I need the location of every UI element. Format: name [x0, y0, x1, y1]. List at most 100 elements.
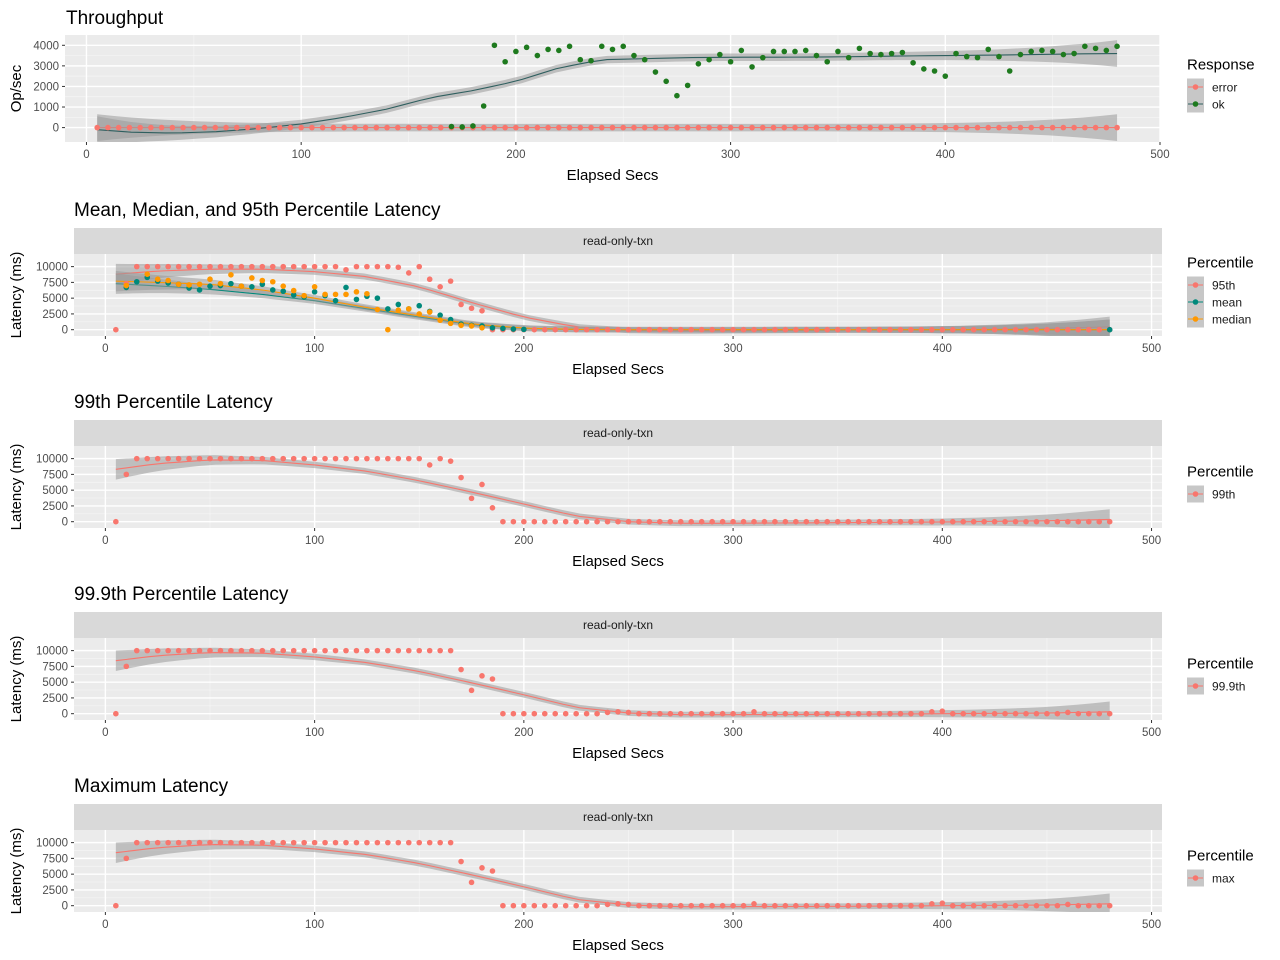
- data-point-error: [169, 124, 176, 131]
- data-point-99.9th: [604, 709, 611, 716]
- data-point-median: [186, 282, 192, 288]
- data-point-error: [931, 124, 938, 131]
- data-point-max: [364, 839, 370, 846]
- data-point-99.9th: [332, 647, 339, 654]
- data-point-error: [1092, 124, 1099, 131]
- data-point-ok: [717, 51, 723, 58]
- data-point-error: [738, 124, 745, 131]
- data-point-95th: [1002, 326, 1008, 333]
- data-point-99.9th: [385, 647, 391, 654]
- data-point-99th: [144, 455, 151, 462]
- legend-key-point: [1192, 491, 1199, 497]
- data-point-99th: [604, 518, 611, 525]
- x-tick-label: 0: [83, 149, 89, 161]
- data-point-95th: [416, 263, 423, 270]
- data-point-max: [196, 839, 203, 846]
- data-point-max: [1054, 902, 1061, 909]
- data-point-99.9th: [154, 647, 161, 654]
- data-point-ok: [856, 45, 863, 52]
- data-point-error: [309, 124, 315, 131]
- data-point-ok: [942, 73, 949, 79]
- data-point-max: [782, 902, 789, 909]
- data-point-ok: [835, 48, 841, 55]
- data-point-99th: [154, 455, 161, 462]
- data-point-95th: [615, 326, 621, 333]
- data-point-99th: [772, 518, 778, 525]
- data-point-error: [674, 124, 680, 131]
- data-point-median: [332, 291, 339, 298]
- data-point-mean: [374, 295, 381, 301]
- data-point-max: [615, 901, 621, 907]
- data-point-99th: [887, 518, 893, 525]
- data-point-99th: [500, 518, 506, 525]
- data-point-median: [405, 306, 412, 312]
- data-point-ok: [1017, 51, 1024, 58]
- data-point-95th: [343, 266, 349, 273]
- data-point-95th: [405, 270, 412, 276]
- data-point-99th: [249, 455, 255, 462]
- x-tick-label: 100: [305, 919, 324, 931]
- data-point-error: [910, 124, 916, 131]
- data-point-95th: [322, 263, 328, 270]
- data-point-95th: [447, 278, 454, 284]
- data-point-ok: [1103, 47, 1110, 54]
- data-point-max: [458, 858, 464, 865]
- data-point-max: [385, 839, 391, 846]
- data-point-99th: [133, 455, 140, 462]
- data-point-99th: [793, 518, 799, 525]
- data-point-99th: [165, 455, 171, 462]
- data-point-max: [468, 879, 475, 886]
- data-point-error: [684, 124, 691, 131]
- data-point-99.9th: [364, 647, 370, 654]
- data-point-99.9th: [897, 710, 904, 717]
- data-point-max: [876, 902, 883, 909]
- data-point-99.9th: [1106, 710, 1113, 717]
- data-point-99.9th: [594, 710, 600, 717]
- data-point-95th: [897, 326, 904, 333]
- data-point-95th: [824, 326, 831, 333]
- legend-label: 95th: [1212, 279, 1235, 293]
- legend-title: Percentile: [1187, 464, 1254, 481]
- data-point-99.9th: [416, 647, 423, 654]
- data-point-median: [175, 281, 182, 288]
- data-point-95th: [688, 326, 695, 333]
- data-point-mean: [133, 278, 140, 285]
- data-point-99.9th: [259, 647, 266, 654]
- data-point-99th: [929, 518, 935, 525]
- data-point-99.9th: [1065, 709, 1071, 716]
- data-point-max: [698, 902, 705, 909]
- data-point-max: [667, 902, 674, 909]
- data-point-95th: [667, 326, 674, 333]
- y-tick-label: 2000: [33, 81, 59, 93]
- chart-panel-1: Mean, Median, and 95th Percentile Latenc…: [8, 200, 1254, 378]
- smooth-line-99.9th: [115, 652, 1110, 716]
- data-point-95th: [228, 263, 234, 270]
- data-point-error: [1039, 124, 1045, 131]
- data-point-95th: [217, 263, 224, 270]
- data-point-ok: [1114, 43, 1120, 50]
- data-point-ok: [845, 54, 852, 61]
- data-point-max: [123, 855, 130, 862]
- x-tick-label: 300: [723, 919, 742, 931]
- y-tick-label: 0: [62, 325, 68, 337]
- chart-title: Mean, Median, and 95th Percentile Latenc…: [74, 200, 441, 221]
- data-point-95th: [960, 326, 967, 333]
- data-point-error: [223, 124, 229, 131]
- data-point-99.9th: [510, 710, 517, 717]
- data-point-max: [332, 839, 339, 846]
- data-point-95th: [175, 263, 182, 270]
- x-tick-label: 100: [305, 535, 324, 547]
- data-point-median: [479, 325, 485, 331]
- data-point-99th: [385, 455, 391, 462]
- data-point-99th: [1054, 518, 1061, 525]
- data-point-99th: [583, 518, 590, 525]
- data-point-error: [985, 124, 992, 131]
- data-point-mean: [311, 289, 318, 295]
- data-point-error: [598, 124, 605, 131]
- data-point-error: [394, 124, 401, 131]
- data-point-mean: [416, 302, 423, 309]
- x-tick-label: 0: [102, 919, 108, 931]
- data-point-95th: [1033, 326, 1040, 333]
- data-point-median: [426, 309, 433, 315]
- data-point-ok: [985, 46, 992, 53]
